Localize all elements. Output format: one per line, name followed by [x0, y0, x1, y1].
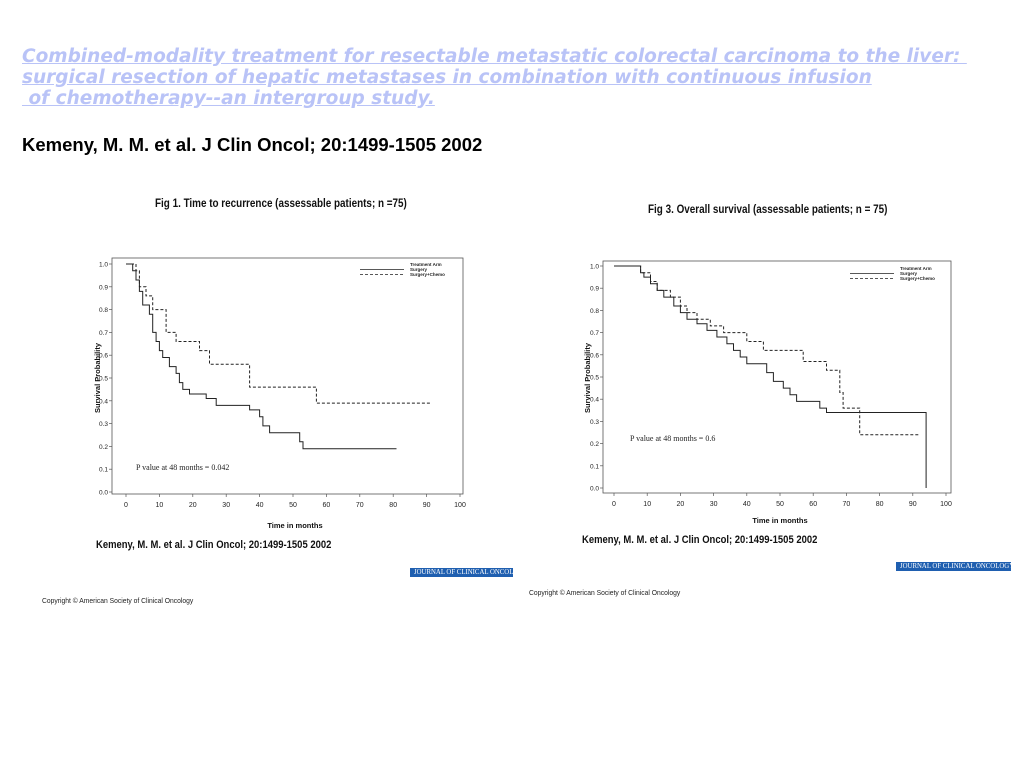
fig1-legend-entry-1: Surgery+Chemo — [410, 272, 445, 277]
fig1-x-tick-label: 60 — [323, 502, 331, 509]
fig1-y-tick-label: 0.3 — [99, 421, 108, 428]
fig3-y-tick-label: 0.8 — [590, 308, 599, 315]
figure-1-title: Fig 1. Time to recurrence (assessable pa… — [155, 198, 407, 210]
fig3-y-tick-label: 0.3 — [590, 419, 599, 426]
fig1-x-tick-label: 40 — [256, 502, 264, 509]
fig1-plot-frame — [111, 257, 464, 495]
fig3-y-tick-label: 0.2 — [590, 441, 599, 448]
fig3-x-tick-label: 20 — [677, 501, 685, 508]
fig3-legend-entry-0: Surgery — [900, 271, 918, 276]
figure-3-chart: 0 10 20 30 40 50 60 70 80 90 100 0.0 0.1 0.2 0.3 0.4 0.5… — [583, 260, 952, 525]
fig1-series-surgery-line — [126, 263, 397, 450]
fig1-y-tick-label: 0.6 — [99, 353, 108, 360]
fig3-x-tick-label: 50 — [776, 501, 784, 508]
fig1-p-value-annotation: P value at 48 months = 0.042 — [136, 463, 229, 472]
fig3-y-tick-label: 0.7 — [590, 330, 599, 337]
fig3-y-tick-label: 0.9 — [590, 286, 599, 293]
figure-1-citation: Kemeny, M. M. et al. J Clin Oncol; 20:14… — [96, 539, 332, 551]
fig3-legend-title: Treatment Arm — [900, 266, 932, 271]
fig1-x-axis-label: Time in months — [267, 521, 322, 530]
figure-1-chart: 0 10 20 30 40 50 60 70 80 90 100 0.0 0.1 0.2 0.3 0.4 0.5… — [93, 257, 466, 530]
fig3-series-surgery-line — [614, 265, 927, 488]
fig3-x-tick-label: 10 — [643, 501, 651, 508]
fig3-x-tick-label: 30 — [710, 501, 718, 508]
fig1-y-axis-label: Survival Probability — [93, 342, 102, 413]
fig3-x-tick-label: 70 — [843, 501, 851, 508]
figure-3-copyright: Copyright © American Society of Clinical… — [529, 588, 681, 597]
fig1-x-tick-label: 20 — [189, 502, 197, 509]
fig3-x-tick-label: 40 — [743, 501, 751, 508]
fig3-x-tick-label: 0 — [612, 501, 616, 508]
figure-1-journal-badge: JOURNAL OF CLINICAL ONCOLOGY — [410, 568, 513, 577]
fig3-y-tick-label: 1.0 — [590, 264, 599, 271]
fig3-x-axis-label: Time in months — [752, 516, 807, 525]
fig1-x-tick-label: 70 — [356, 502, 364, 509]
article-title-link[interactable]: Combined-modality treatment for resectab… — [22, 46, 982, 109]
fig3-y-axis-label: Survival Probability — [583, 342, 592, 413]
fig1-x-tick-label: 100 — [454, 502, 466, 509]
fig1-series-surgery-chemo-line — [126, 263, 430, 404]
figure-1-copyright: Copyright © American Society of Clinical… — [42, 596, 194, 605]
article-title-line-2[interactable]: surgical resection of hepatic metastases… — [22, 67, 872, 88]
figure-3-journal-badge: JOURNAL OF CLINICAL ONCOLOGY — [896, 562, 1011, 571]
fig3-x-tick-label: 90 — [909, 501, 917, 508]
fig1-y-tick-label: 0.4 — [99, 398, 108, 405]
fig1-y-tick-label: 0.2 — [99, 444, 108, 451]
fig1-x-tick-label: 80 — [389, 502, 397, 509]
fig1-y-tick-label: 1.0 — [99, 262, 108, 269]
fig1-y-tick-label: 0.0 — [99, 490, 108, 497]
figure-3-title: Fig 3. Overall survival (assessable pati… — [648, 204, 888, 216]
figure-3-citation: Kemeny, M. M. et al. J Clin Oncol; 20:14… — [582, 534, 818, 546]
fig1-x-tick-label: 90 — [423, 502, 431, 509]
fig1-x-tick-label: 0 — [124, 502, 128, 509]
fig3-y-tick-label: 0.0 — [590, 486, 599, 493]
fig1-legend-entry-0: Surgery — [410, 267, 428, 272]
fig3-y-tick-label: 0.6 — [590, 352, 599, 359]
fig3-x-tick-label: 80 — [876, 501, 884, 508]
fig3-x-tick-label: 60 — [809, 501, 817, 508]
fig1-y-tick-label: 0.7 — [99, 330, 108, 337]
fig3-plot-frame — [602, 260, 952, 494]
fig1-y-tick-label: 0.8 — [99, 307, 108, 314]
fig3-series-surgery-chemo-line — [614, 265, 920, 436]
fig1-legend-title: Treatment Arm — [410, 262, 442, 267]
fig3-x-tick-label: 100 — [940, 501, 952, 508]
fig1-x-tick-label: 30 — [222, 502, 230, 509]
fig3-p-value-annotation: P value at 48 months = 0.6 — [630, 434, 715, 443]
fig3-legend-entry-1: Surgery+Chemo — [900, 276, 935, 281]
fig3-y-tick-label: 0.1 — [590, 463, 599, 470]
fig1-y-tick-label: 0.1 — [99, 467, 108, 474]
fig1-x-tick-label: 50 — [289, 502, 297, 509]
fig1-x-tick-label: 10 — [156, 502, 164, 509]
fig1-y-tick-label: 0.5 — [99, 376, 108, 383]
article-title-line-3[interactable]: of chemotherapy--an intergroup study. — [22, 88, 435, 109]
fig3-y-tick-label: 0.4 — [590, 397, 599, 404]
main-citation: Kemeny, M. M. et al. J Clin Oncol; 20:14… — [22, 134, 483, 155]
fig3-y-tick-label: 0.5 — [590, 375, 599, 382]
fig1-y-tick-label: 0.9 — [99, 284, 108, 291]
article-title-line-1[interactable]: Combined-modality treatment for resectab… — [22, 46, 967, 67]
